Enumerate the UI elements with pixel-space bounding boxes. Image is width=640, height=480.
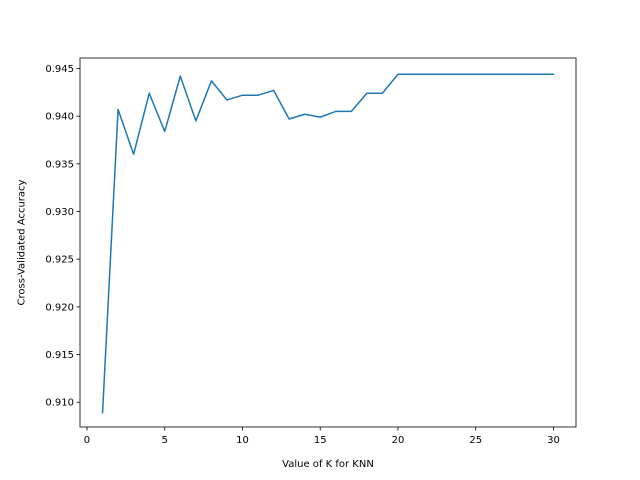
x-axis-label: Value of K for KNN bbox=[282, 459, 374, 470]
axes-layer: 0 5 10 15 20 25 30 0.910 0.915 0.920 0.925 0.930 0.9… bbox=[45, 57, 577, 446]
x-tick-label: 25 bbox=[469, 435, 482, 446]
y-tick-label: 0.915 bbox=[45, 350, 74, 361]
y-tick-label: 0.930 bbox=[45, 207, 74, 218]
x-tick-label: 15 bbox=[314, 435, 327, 446]
y-tick-label: 0.945 bbox=[45, 64, 74, 75]
axes-frame bbox=[79, 57, 577, 428]
x-tick-label: 30 bbox=[547, 435, 560, 446]
x-tick-label: 10 bbox=[236, 435, 249, 446]
y-tick-label: 0.910 bbox=[45, 398, 74, 409]
plot-layer bbox=[101, 73, 555, 414]
y-tick-label: 0.935 bbox=[45, 159, 74, 170]
series-line bbox=[101, 73, 555, 414]
y-tick-label: 0.925 bbox=[45, 255, 74, 266]
y-axis-label: Cross-Validated Accuracy bbox=[17, 179, 28, 305]
y-tick-label: 0.940 bbox=[45, 112, 74, 123]
x-tick-label: 5 bbox=[162, 435, 168, 446]
x-tick-label: 20 bbox=[392, 435, 405, 446]
x-tick-label: 0 bbox=[84, 435, 90, 446]
y-tick-label: 0.920 bbox=[45, 302, 74, 313]
